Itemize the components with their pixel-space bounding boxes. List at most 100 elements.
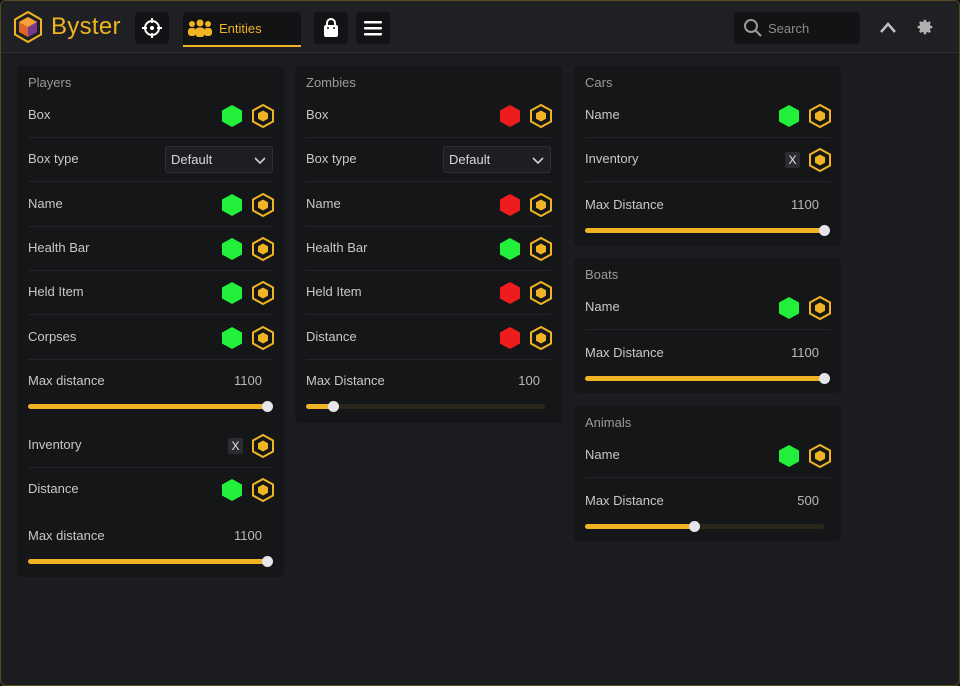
enabled-hex-icon[interactable] [221, 281, 243, 305]
tab-entities-label: Entities [219, 21, 262, 36]
color-picker-hex-icon[interactable] [252, 434, 274, 458]
color-picker-hex-icon[interactable] [252, 236, 274, 261]
enabled-hex-icon[interactable] [221, 193, 243, 217]
distance-slider-row: Max distance 1100 [17, 521, 284, 581]
slider-label: Max Distance [585, 197, 664, 212]
cars-panel: Cars Name Inventory X Max Distance 1100 [574, 66, 841, 246]
distance-slider-row: Max distance 1100 [17, 366, 284, 426]
chevron-down-icon [532, 157, 544, 165]
option-row: Name [295, 183, 562, 227]
crosshair-icon [142, 18, 162, 38]
slider-handle[interactable] [688, 521, 700, 532]
option-row: Distance [17, 468, 284, 512]
crosshair-button[interactable] [135, 12, 169, 44]
option-row: Held Item [295, 271, 562, 316]
disabled-toggle[interactable]: X [228, 438, 243, 454]
slider-handle[interactable] [819, 225, 830, 236]
slider-handle[interactable] [262, 556, 273, 567]
color-picker-hex-icon[interactable] [530, 236, 552, 261]
option-row: Inventory X [17, 424, 284, 468]
slider-value: 1100 [234, 373, 262, 388]
slider-handle[interactable] [328, 401, 340, 412]
option-label: Health Bar [28, 239, 90, 255]
disabled-hex-icon[interactable] [499, 326, 521, 350]
slider-track[interactable] [585, 373, 830, 384]
color-picker-hex-icon[interactable] [252, 192, 274, 217]
box-type-select[interactable]: Default [443, 146, 551, 174]
row-divider [585, 477, 830, 478]
disabled-hex-icon[interactable] [499, 193, 521, 217]
row-divider [306, 225, 551, 227]
slider-track[interactable] [28, 401, 273, 412]
row-divider [28, 467, 273, 468]
row-divider [585, 329, 830, 330]
enabled-hex-icon[interactable] [499, 237, 521, 261]
option-row: Box type Default [295, 138, 562, 183]
slider-label: Max Distance [585, 493, 664, 508]
color-picker-hex-icon[interactable] [809, 296, 831, 320]
option-label: Held Item [306, 284, 362, 300]
tab-entities[interactable]: Entities [183, 12, 301, 47]
people-group-icon [188, 19, 212, 37]
color-picker-hex-icon[interactable] [530, 104, 552, 128]
slider-track[interactable] [306, 401, 545, 412]
option-label: Name [585, 447, 620, 462]
disabled-hex-icon[interactable] [499, 104, 521, 128]
color-picker-hex-icon[interactable] [530, 325, 552, 350]
bag-button[interactable] [314, 12, 348, 44]
slider-label: Max distance [28, 373, 105, 388]
enabled-hex-icon[interactable] [221, 478, 243, 502]
slider-track[interactable] [585, 225, 830, 236]
slider-handle[interactable] [819, 373, 830, 384]
box-type-select[interactable]: Default [165, 146, 273, 174]
chevron-down-icon [254, 157, 266, 165]
distance-slider-row: Max Distance 500 [574, 486, 841, 546]
enabled-hex-icon[interactable] [778, 296, 800, 320]
enabled-hex-icon[interactable] [778, 444, 800, 468]
option-row: Distance [295, 316, 562, 360]
slider-fill [585, 228, 824, 233]
option-row: Name [574, 286, 841, 330]
option-label: Held Item [28, 284, 84, 300]
top-bar: Byster Entities [1, 1, 959, 53]
row-divider [28, 269, 273, 271]
slider-handle[interactable] [262, 401, 273, 412]
search-input[interactable] [768, 18, 854, 38]
option-label: Box [306, 107, 329, 122]
color-picker-hex-icon[interactable] [809, 104, 831, 128]
slider-fill [28, 559, 267, 564]
enabled-hex-icon[interactable] [221, 326, 243, 350]
color-picker-hex-icon[interactable] [252, 281, 274, 306]
distance-slider-row: Max Distance 1100 [574, 190, 841, 250]
row-divider [306, 269, 551, 271]
slider-value: 1100 [791, 197, 819, 212]
chevron-up-icon[interactable] [878, 18, 898, 38]
disabled-toggle[interactable]: X [785, 152, 800, 169]
menu-button[interactable] [356, 12, 390, 44]
color-picker-hex-icon[interactable] [530, 192, 552, 217]
slider-value: 100 [518, 373, 540, 388]
color-picker-hex-icon[interactable] [252, 104, 274, 128]
slider-value: 500 [797, 493, 819, 508]
search-box[interactable] [734, 12, 860, 44]
panel-title: Boats [585, 267, 619, 282]
slider-track[interactable] [585, 521, 824, 532]
row-divider [306, 137, 551, 138]
slider-track[interactable] [28, 556, 273, 567]
color-picker-hex-icon[interactable] [809, 148, 831, 173]
panel-title: Players [28, 75, 72, 90]
color-picker-hex-icon[interactable] [530, 281, 552, 306]
enabled-hex-icon[interactable] [778, 104, 800, 128]
disabled-hex-icon[interactable] [499, 281, 521, 305]
color-picker-hex-icon[interactable] [809, 444, 831, 468]
gear-icon[interactable] [914, 16, 936, 38]
option-row: Inventory X [574, 138, 841, 183]
color-picker-hex-icon[interactable] [252, 325, 274, 350]
enabled-hex-icon[interactable] [221, 237, 243, 261]
color-picker-hex-icon[interactable] [252, 478, 274, 503]
option-label: Box type [28, 151, 79, 167]
slider-label: Max Distance [306, 373, 385, 388]
enabled-hex-icon[interactable] [221, 104, 243, 128]
row-divider [306, 314, 551, 316]
select-value: Default [171, 152, 213, 168]
